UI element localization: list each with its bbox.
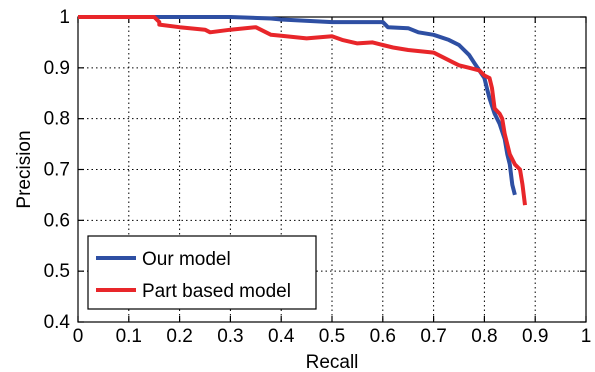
- series-line-our-model: [78, 15, 517, 196]
- x-tick-label: 0.2: [166, 326, 192, 347]
- y-axis-label: Precision: [14, 130, 35, 208]
- x-tick-label: 0.8: [471, 326, 497, 347]
- x-tick-label: 0: [73, 326, 84, 347]
- y-tick-label: 0.5: [44, 261, 70, 282]
- x-tick-label: 0.3: [217, 326, 243, 347]
- x-tick-label: 0.1: [116, 326, 142, 347]
- y-tick-label: 0.8: [44, 109, 70, 130]
- y-tick-label: 0.6: [44, 210, 70, 231]
- x-tick-label: 0.6: [370, 326, 396, 347]
- y-tick-label: 0.9: [44, 58, 70, 79]
- x-tick-label: 0.5: [319, 326, 345, 347]
- legend: Our model Part based model: [87, 235, 317, 310]
- x-tick-label: 0.9: [522, 326, 548, 347]
- x-tick-label: 1: [581, 326, 592, 347]
- x-tick-label: 0.7: [420, 326, 446, 347]
- plot-frame: [77, 16, 587, 323]
- legend-label-part-based-model: Part based model: [142, 281, 291, 302]
- x-axis-label: Recall: [306, 352, 359, 372]
- legend-label-our-model: Our model: [142, 249, 231, 270]
- y-tick-label: 0.4: [44, 312, 71, 333]
- x-tick-label: 0.4: [268, 326, 295, 347]
- y-tick-label: 1: [59, 7, 70, 28]
- tick-labels: 0 0.1 0.2 0.3 0.4 0.5 0.6 0.7 0.8 0.9 1 0.4 0.5 0.6 0.…: [44, 7, 592, 347]
- series-group: [78, 15, 527, 206]
- series-line-part-based-model: [78, 15, 527, 206]
- legend-box: [87, 235, 317, 310]
- y-tick-label: 0.7: [44, 160, 70, 181]
